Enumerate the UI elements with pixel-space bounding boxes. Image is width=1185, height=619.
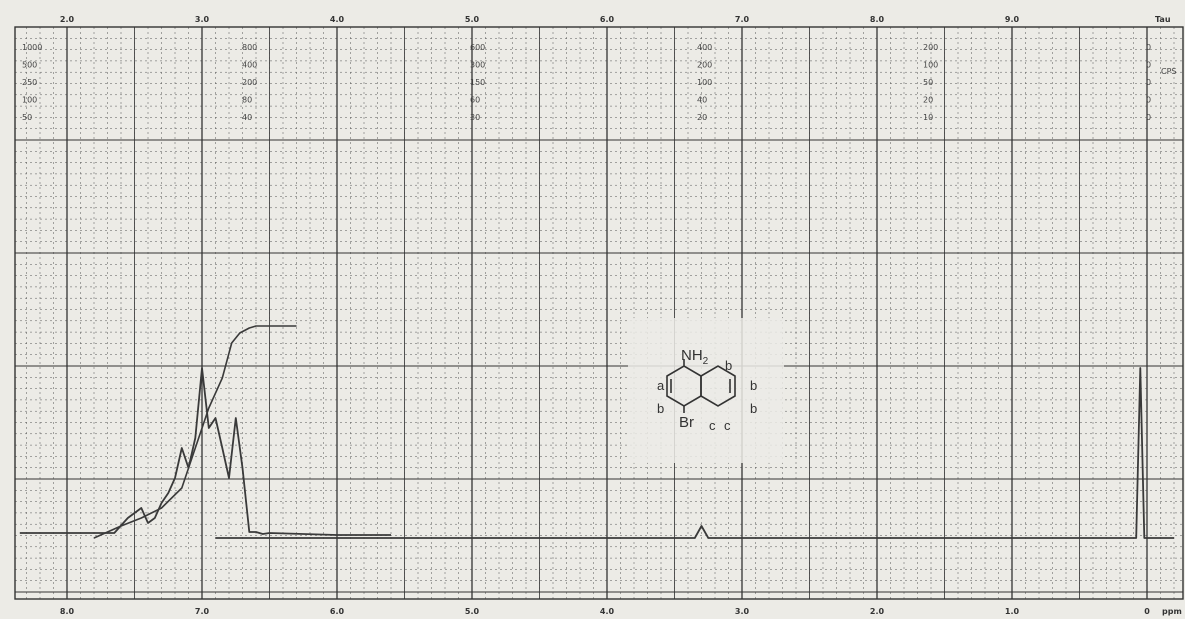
cps-scale-value: 30 <box>470 113 480 122</box>
spectrum-trace-aromatic <box>19 367 391 536</box>
bottom-tick-label: 5.0 <box>465 607 480 616</box>
cps-scale-value: 100 <box>923 61 938 70</box>
cps-scale-value: 0 <box>1146 96 1151 105</box>
cps-scale-value: 300 <box>470 61 485 70</box>
cps-scale-value: 200 <box>923 43 938 52</box>
bottom-tick-label: 0 <box>1144 607 1150 616</box>
cps-scale-value: 200 <box>697 61 712 70</box>
bottom-axis: 8.0 7.0 6.0 5.0 4.0 3.0 2.0 1.0 0 ppm <box>60 607 1182 616</box>
ring-right <box>700 365 736 407</box>
cps-scale-value: 200 <box>242 78 257 87</box>
naphthalene-structure <box>666 359 736 413</box>
cps-scale-value: 400 <box>242 61 257 70</box>
bottom-tick-label: 7.0 <box>195 607 210 616</box>
proton-label-a: a <box>657 378 665 393</box>
bottom-tick-label: 3.0 <box>735 607 750 616</box>
top-axis-label: Tau <box>1155 15 1171 24</box>
proton-label-b-left: b <box>657 401 664 416</box>
cps-scale-value: 250 <box>22 78 37 87</box>
proton-label-c-bottom: c <box>724 418 731 433</box>
cps-scale-value: 600 <box>470 43 485 52</box>
cps-scale-value: 400 <box>697 43 712 52</box>
cps-scale-value: 10 <box>923 113 933 122</box>
proton-label-b-right-2: b <box>750 401 757 416</box>
cps-scale-value: 40 <box>697 96 707 105</box>
cps-scale-value: 0 <box>1146 113 1151 122</box>
top-tick-label: 9.0 <box>1005 15 1020 24</box>
bottom-tick-label: 1.0 <box>1005 607 1020 616</box>
top-tick-label: 6.0 <box>600 15 615 24</box>
cps-scale-value: 60 <box>470 96 480 105</box>
proton-label-c-inner: c <box>709 418 716 433</box>
top-axis: 2.0 3.0 4.0 5.0 6.0 7.0 8.0 9.0 Tau <box>60 15 1171 24</box>
top-tick-label: 4.0 <box>330 15 345 24</box>
cps-scales: 1000500250100508004002008040600300150603… <box>22 43 1177 122</box>
cps-scale-value: 0 <box>1146 61 1151 70</box>
bottom-axis-label: ppm <box>1162 607 1182 616</box>
top-tick-label: 5.0 <box>465 15 480 24</box>
top-tick-label: 2.0 <box>60 15 75 24</box>
bottom-tick-label: 2.0 <box>870 607 885 616</box>
cps-scale-value: 80 <box>242 96 252 105</box>
cps-scale-value: 20 <box>923 96 933 105</box>
cps-scale-value: 0 <box>1146 78 1151 87</box>
cps-scale-value: 100 <box>22 96 37 105</box>
cps-label: CPS <box>1161 67 1177 76</box>
grid-major <box>14 26 1184 600</box>
plot-frame <box>14 26 1184 600</box>
cps-scale-value: 0 <box>1146 43 1151 52</box>
bottom-tick-label: 4.0 <box>600 607 615 616</box>
br-label: Br <box>679 414 694 431</box>
top-tick-label: 7.0 <box>735 15 750 24</box>
cps-scale-value: 20 <box>697 113 707 122</box>
cps-scale-value: 1000 <box>22 43 42 52</box>
cps-scale-value: 50 <box>923 78 933 87</box>
top-tick-label: 3.0 <box>195 15 210 24</box>
proton-label-b-right-1: b <box>750 378 757 393</box>
cps-scale-value: 50 <box>22 113 32 122</box>
cps-scale-value: 40 <box>242 113 252 122</box>
cps-scale-value: 800 <box>242 43 257 52</box>
proton-label-b-top: b <box>725 358 732 373</box>
bottom-tick-label: 6.0 <box>330 607 345 616</box>
spectrum-trace-baseline <box>215 367 1174 539</box>
structure-inset: NH2 Br a b b b b c c <box>628 318 784 463</box>
nh2-label: NH2 <box>681 347 709 367</box>
cps-scale-value: 500 <box>22 61 37 70</box>
structure-paper <box>628 318 784 463</box>
integral-curve <box>93 325 297 539</box>
top-tick-label: 8.0 <box>870 15 885 24</box>
bottom-tick-label: 8.0 <box>60 607 75 616</box>
cps-scale-value: 100 <box>697 78 712 87</box>
series-group <box>19 325 1174 539</box>
cps-scale-value: 150 <box>470 78 485 87</box>
